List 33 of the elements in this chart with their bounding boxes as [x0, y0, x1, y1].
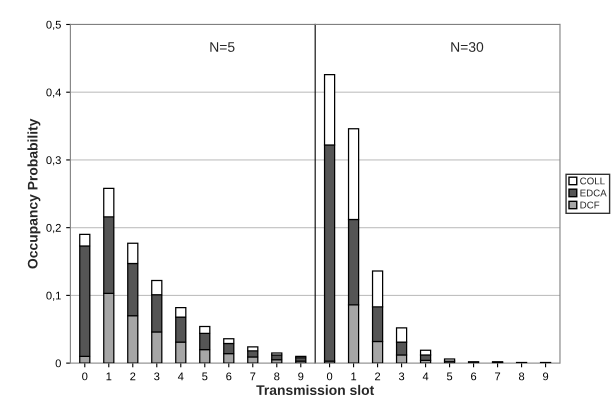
y-tick-label: 0,5 [46, 20, 61, 30]
x-tick-label: 8 [274, 372, 280, 380]
x-tick-label: 3 [154, 372, 160, 380]
y-tick-label: 0,2 [46, 224, 61, 234]
annotation: N=30 [451, 42, 484, 52]
x-tick-label: 1 [106, 372, 112, 380]
x-tick-label: 9 [543, 372, 548, 380]
legend-label: COLL [580, 178, 605, 184]
x-tick-label: 9 [298, 372, 304, 380]
x-tick-label: 0 [326, 372, 332, 380]
x-tick-label: 7 [495, 372, 500, 380]
legend-label: EDCA [580, 190, 607, 196]
y-tick-label: 0,3 [46, 156, 61, 166]
x-tick-label: 5 [202, 372, 208, 380]
annotation: N=5 [210, 42, 235, 52]
x-tick-label: 7 [250, 372, 256, 380]
y-tick-label: 0 [56, 359, 61, 368]
x-tick-label: 2 [375, 372, 380, 380]
x-tick-label: 2 [130, 372, 136, 380]
x-tick-label: 6 [226, 372, 232, 380]
x-tick-label: 5 [446, 372, 452, 380]
x-tick-label: 4 [422, 372, 428, 380]
y-tick-label: 0,1 [46, 292, 61, 301]
x-tick-label: 8 [518, 372, 524, 380]
x-tick-label: 4 [178, 372, 184, 380]
y-tick-label: 0,4 [46, 88, 62, 98]
legend-label: DCF [580, 202, 600, 208]
x-tick-label: 0 [82, 372, 88, 380]
y-axis-title: Occupancy Probability [27, 118, 40, 268]
x-tick-label: 1 [351, 372, 356, 380]
x-axis-title: Transmission slot [256, 384, 374, 396]
x-tick-label: 6 [471, 372, 476, 380]
x-tick-label: 3 [398, 372, 404, 380]
